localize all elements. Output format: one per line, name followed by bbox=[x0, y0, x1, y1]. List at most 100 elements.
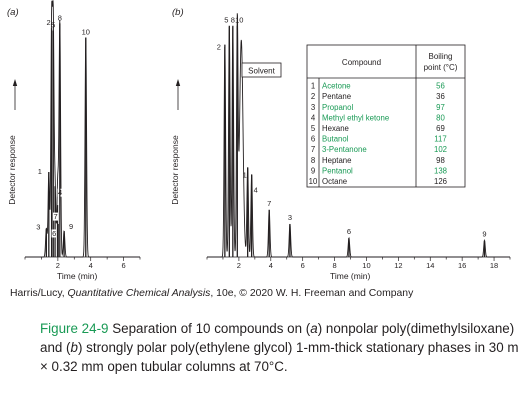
x-tick-label: 2 bbox=[237, 261, 241, 270]
credit-line: Harris/Lucy, Quantitative Chemical Analy… bbox=[10, 288, 414, 299]
y-axis-label-a: Detector response bbox=[7, 135, 17, 205]
row-compound: Propanol bbox=[322, 103, 353, 112]
book-title: Quantitative Chemical Analysis bbox=[67, 288, 211, 299]
panel-label-a: (a) bbox=[7, 7, 19, 18]
row-compound: Pentanol bbox=[322, 166, 353, 175]
peak-1: 1 bbox=[38, 167, 50, 257]
peak-label: 3 bbox=[36, 223, 40, 232]
x-tick-label: 16 bbox=[458, 261, 466, 270]
table-row: 6 Butanol 117 bbox=[311, 135, 447, 144]
table-header-compound: Compound bbox=[342, 58, 381, 67]
table-row: 3 Propanol 97 bbox=[311, 103, 445, 112]
x-axis-label-b: Time (min) bbox=[330, 271, 370, 281]
row-boiling-point: 69 bbox=[436, 124, 445, 133]
peak-label: 7 bbox=[267, 199, 271, 208]
table-header-bp: Boiling bbox=[428, 52, 452, 61]
x-tick-label: 6 bbox=[121, 261, 125, 270]
peak-7: 7 bbox=[267, 199, 271, 257]
row-compound: Butanol bbox=[322, 135, 349, 144]
row-number: 10 bbox=[309, 177, 318, 186]
peak-label: 8 bbox=[231, 16, 235, 25]
chromatogram-figure: (a) Detector response 12345678910 246 Ti… bbox=[7, 0, 511, 281]
peak-label: 1 bbox=[38, 167, 42, 176]
row-boiling-point: 80 bbox=[436, 113, 445, 122]
solvent-label: Solvent bbox=[241, 62, 282, 78]
row-boiling-point: 56 bbox=[436, 82, 445, 91]
peak-6: 6 bbox=[51, 223, 59, 257]
peak-label: 3 bbox=[288, 213, 292, 222]
y-axis-arrow-b bbox=[175, 79, 181, 110]
row-number: 6 bbox=[311, 135, 315, 144]
svg-text:Solvent: Solvent bbox=[248, 67, 275, 76]
table-row: 1 Acetone 56 bbox=[311, 82, 445, 91]
peak-label: 2 bbox=[47, 18, 51, 27]
row-compound: 3-Pentanone bbox=[322, 145, 367, 154]
peak-label: 10 bbox=[82, 28, 90, 37]
peak-label: 2 bbox=[217, 43, 221, 52]
row-number: 9 bbox=[311, 166, 315, 175]
x-tick-label: 10 bbox=[362, 261, 370, 270]
row-number: 7 bbox=[311, 145, 315, 154]
row-number: 8 bbox=[311, 156, 315, 165]
row-compound: Hexane bbox=[322, 124, 349, 133]
row-number: 5 bbox=[311, 124, 316, 133]
peak-label: 1 bbox=[243, 170, 247, 179]
y-axis-label-b: Detector response bbox=[170, 135, 180, 205]
row-compound: Acetone bbox=[322, 82, 351, 91]
table-row: 8 Heptane 98 bbox=[311, 156, 445, 165]
caption-label: Figure 24-9 bbox=[40, 321, 109, 336]
x-axis-label-a: Time (min) bbox=[57, 271, 97, 281]
peak-label: 10 bbox=[235, 16, 243, 25]
peak-10: 10 bbox=[82, 28, 90, 257]
peak-2: 2 bbox=[47, 18, 53, 257]
peak-label: 7 bbox=[53, 212, 57, 221]
peak-label: 6 bbox=[52, 229, 56, 238]
x-tick-label: 6 bbox=[301, 261, 305, 270]
panel-label-b: (b) bbox=[172, 7, 184, 18]
chromatogram-a: (a) Detector response 12345678910 246 Ti… bbox=[7, 0, 141, 281]
peak-label: 8 bbox=[58, 13, 62, 22]
peak-label: 4 bbox=[254, 185, 258, 194]
row-boiling-point: 126 bbox=[434, 177, 447, 186]
x-tick-label: 4 bbox=[269, 261, 273, 270]
y-axis-arrow-a bbox=[12, 79, 18, 110]
x-tick-label: 14 bbox=[426, 261, 434, 270]
signal-trace bbox=[25, 0, 140, 258]
table-header-bp: point (°C) bbox=[424, 63, 458, 72]
row-number: 3 bbox=[311, 103, 315, 112]
peak-2: 2 bbox=[217, 43, 226, 257]
x-tick-label: 8 bbox=[332, 261, 336, 270]
row-boiling-point: 102 bbox=[434, 145, 447, 154]
x-tick-label: 2 bbox=[56, 261, 60, 270]
peak-label: 6 bbox=[347, 227, 351, 236]
peak-3: 3 bbox=[36, 223, 48, 257]
peak-3: 3 bbox=[288, 213, 292, 257]
row-number: 4 bbox=[311, 113, 316, 122]
peak-label: 9 bbox=[69, 222, 73, 231]
row-boiling-point: 138 bbox=[434, 166, 447, 175]
peak-8: 8 bbox=[58, 13, 62, 257]
table-row: 5 Hexane 69 bbox=[311, 124, 445, 133]
row-compound: Methyl ethyl ketone bbox=[322, 113, 389, 122]
peak-9: 9 bbox=[482, 229, 487, 257]
row-boiling-point: 97 bbox=[436, 103, 445, 112]
row-compound: Octane bbox=[322, 177, 347, 186]
table-row: 9 Pentanol 138 bbox=[311, 166, 447, 175]
row-boiling-point: 117 bbox=[434, 135, 446, 144]
peak-1: 1 bbox=[243, 167, 249, 257]
peak-label: 9 bbox=[482, 229, 486, 238]
row-boiling-point: 98 bbox=[436, 156, 445, 165]
table-row: 2 Pentane 36 bbox=[311, 92, 445, 101]
x-tick-label: 4 bbox=[89, 261, 93, 270]
peak-4: 4 bbox=[251, 174, 258, 257]
row-compound: Pentane bbox=[322, 92, 351, 101]
peak-label: 5 bbox=[224, 16, 228, 25]
table-row: 10 Octane 126 bbox=[309, 177, 447, 186]
peak-5: 5 bbox=[224, 16, 230, 257]
table-row: 4 Methyl ethyl ketone 80 bbox=[311, 113, 446, 122]
row-number: 2 bbox=[311, 92, 315, 101]
peak-7: 7 bbox=[52, 205, 59, 257]
x-tick-label: 18 bbox=[490, 261, 498, 270]
peak-label: 5 bbox=[51, 20, 55, 29]
